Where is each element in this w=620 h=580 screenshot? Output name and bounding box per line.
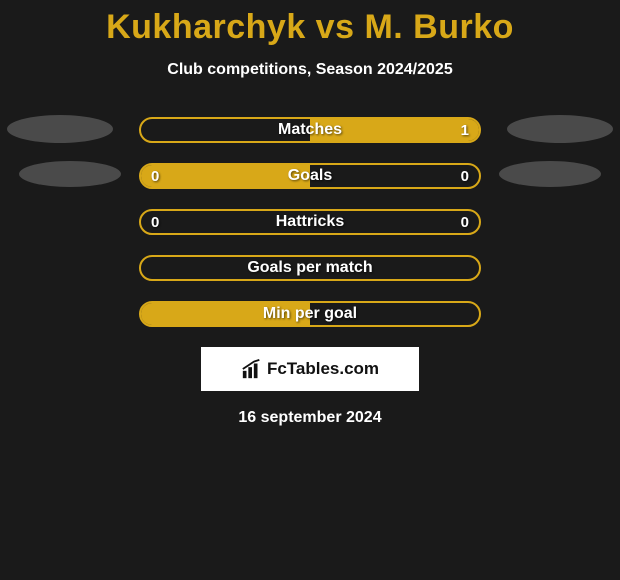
stat-bar-goals-per-match: Goals per match xyxy=(139,255,481,281)
stat-label: Min per goal xyxy=(263,305,357,323)
page-title: Kukharchyk vs M. Burko xyxy=(0,0,620,47)
player-left-placeholder-2 xyxy=(19,161,121,187)
stat-bar-goals: 0 Goals 0 xyxy=(139,163,481,189)
bars-icon xyxy=(241,358,263,380)
stat-label: Goals per match xyxy=(247,259,372,277)
stat-value-right: 0 xyxy=(461,214,469,231)
stat-bar-min-per-goal: Min per goal xyxy=(139,301,481,327)
bar-fill-left xyxy=(141,165,310,187)
date-text: 16 september 2024 xyxy=(0,409,620,427)
stat-label: Hattricks xyxy=(276,213,344,231)
stat-value-left: 0 xyxy=(151,214,159,231)
subtitle: Club competitions, Season 2024/2025 xyxy=(0,61,620,79)
stat-bar-matches: Matches 1 xyxy=(139,117,481,143)
stat-value-right: 0 xyxy=(461,168,469,185)
stat-value-left: 0 xyxy=(151,168,159,185)
player-right-placeholder-1 xyxy=(507,115,613,143)
stat-bar-hattricks: 0 Hattricks 0 xyxy=(139,209,481,235)
player-left-placeholder-1 xyxy=(7,115,113,143)
stat-label: Matches xyxy=(278,121,342,139)
bars-container: Matches 1 0 Goals 0 0 Hattricks 0 Goals … xyxy=(139,117,481,327)
logo-text: FcTables.com xyxy=(267,359,379,379)
comparison-area: Matches 1 0 Goals 0 0 Hattricks 0 Goals … xyxy=(0,117,620,427)
watermark-logo: FcTables.com xyxy=(201,347,419,391)
stat-label: Goals xyxy=(288,167,332,185)
stat-value-right: 1 xyxy=(461,122,469,139)
player-right-placeholder-2 xyxy=(499,161,601,187)
